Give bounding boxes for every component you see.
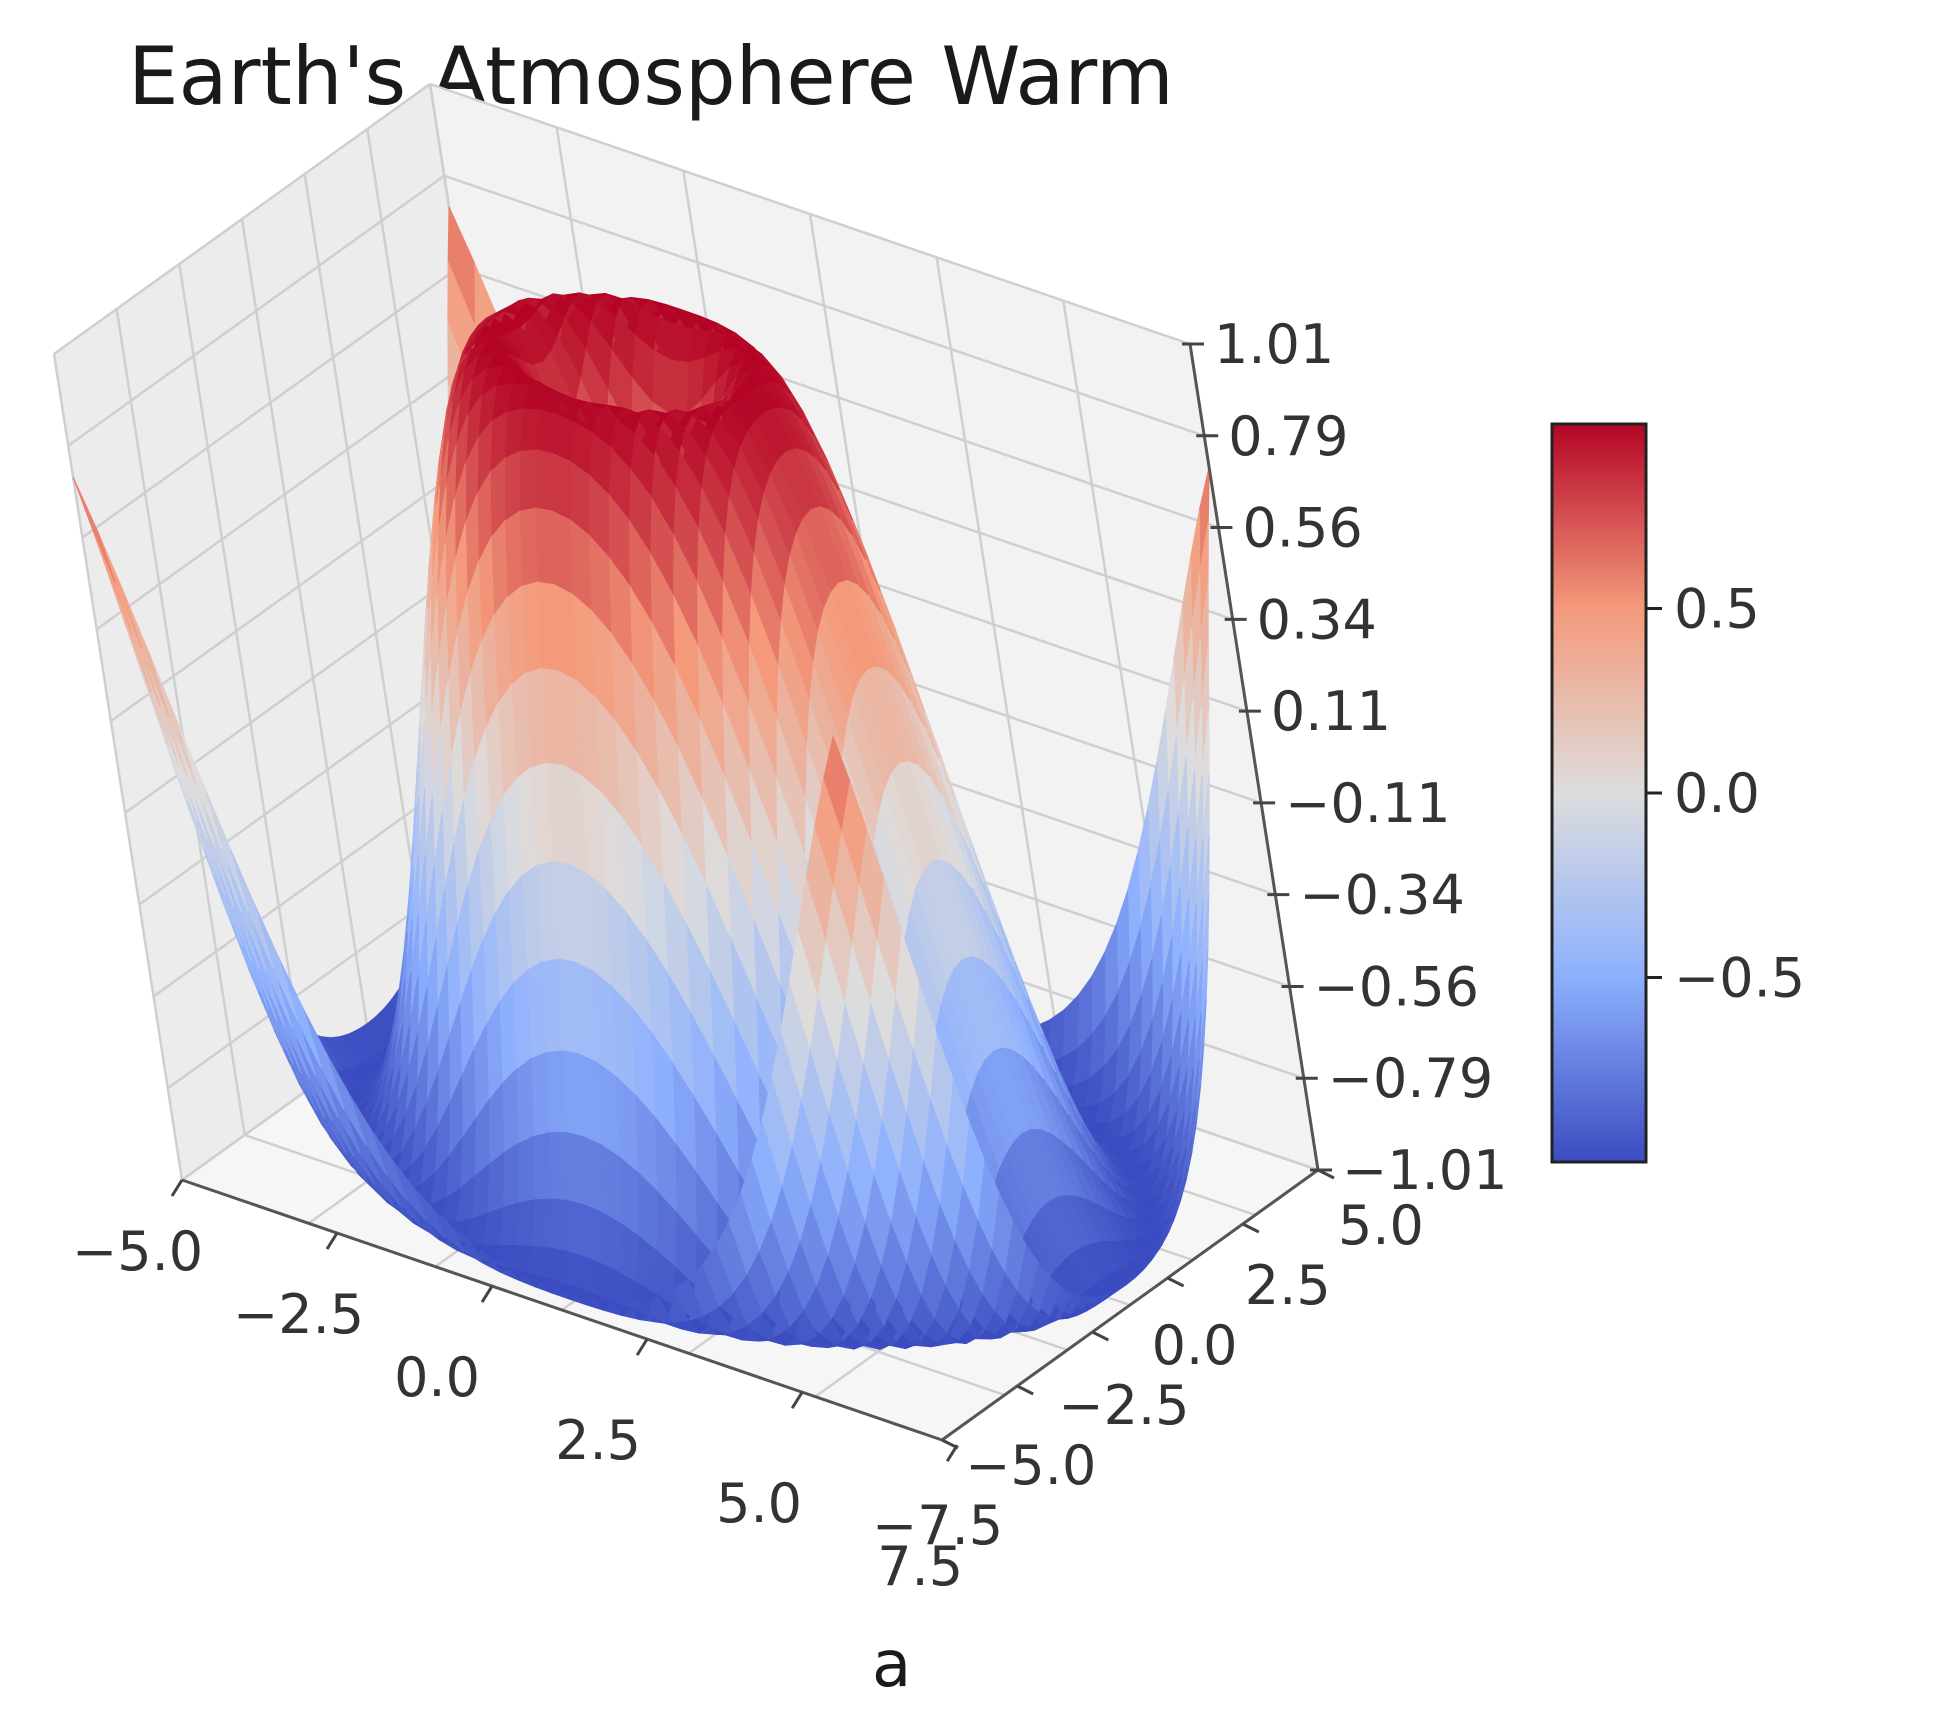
axes-lines <box>181 343 1320 1442</box>
colorbar-tick-label: 0.5 <box>1674 578 1760 641</box>
y-tick-mark <box>1091 1330 1110 1342</box>
y-tick-mark <box>1242 1222 1260 1234</box>
surface-facet <box>551 452 572 521</box>
grid-line <box>443 174 1205 437</box>
surface-facet <box>501 1068 519 1155</box>
surface-facet <box>501 1142 519 1209</box>
z-tick-label: 0.56 <box>1242 497 1362 560</box>
colorbar-tick-label: −0.5 <box>1674 947 1805 1010</box>
colorbar-gradient <box>1550 422 1648 1164</box>
surface-mesh <box>72 206 1210 1350</box>
surface-facet <box>518 449 537 513</box>
surface-facet <box>532 1132 551 1201</box>
y-tick-label: −5.0 <box>965 1434 1096 1497</box>
z-tick-label: −0.56 <box>1314 955 1479 1018</box>
y-tick-mark <box>1166 1276 1185 1288</box>
y-tick-label: 0.0 <box>1152 1314 1238 1377</box>
z-axis-line <box>1188 343 1320 1171</box>
x-tick-mark <box>790 1391 804 1409</box>
grid-line <box>429 82 1191 346</box>
figure-caption: a <box>872 1628 912 1702</box>
x-tick-mark <box>635 1338 649 1356</box>
grid-line <box>53 82 431 356</box>
y-tick-label: 5.0 <box>1338 1194 1424 1257</box>
grid-line <box>115 308 246 1136</box>
surface-facet <box>581 1135 602 1214</box>
x-tick-mark <box>325 1232 339 1250</box>
x-tick-label: 2.5 <box>555 1409 641 1472</box>
x-axis-line <box>181 1178 943 1442</box>
surface-facet <box>564 1199 585 1257</box>
colorbar-tick-label: 0.0 <box>1674 762 1760 825</box>
surface-facet <box>581 1204 602 1264</box>
z-tick-label: −0.34 <box>1299 864 1464 927</box>
x-tick-mark <box>170 1179 184 1197</box>
z-tick-label: 0.34 <box>1257 588 1377 651</box>
surface-facet <box>515 1057 535 1145</box>
z-tick-label: −1.01 <box>1342 1139 1507 1202</box>
y-axis-ticks: 5.02.50.0−2.5−5.0−7.5 <box>872 1168 1424 1557</box>
grid-line <box>935 257 1066 1084</box>
surface-facet <box>599 1143 620 1224</box>
z-tick-label: −0.79 <box>1328 1047 1493 1110</box>
grid-line <box>52 353 184 1181</box>
surface-facet <box>669 359 689 416</box>
surface-facet <box>504 510 523 600</box>
surface-facet <box>534 449 554 512</box>
y-tick-label: −2.5 <box>1058 1374 1189 1437</box>
z-tick-label: 0.79 <box>1228 405 1348 468</box>
surface-facet <box>548 1132 568 1202</box>
z-tick-label: 1.01 <box>1214 313 1334 376</box>
grid-line <box>67 174 445 447</box>
surface-facet <box>530 1198 551 1249</box>
x-tick-label: 7.5 <box>877 1535 963 1598</box>
z-tick-label: −0.11 <box>1285 772 1450 835</box>
x-tick-mark <box>480 1285 494 1303</box>
grid-line <box>95 358 474 631</box>
surface-facet <box>598 1211 620 1273</box>
colorbar <box>1550 422 1648 1164</box>
y-tick-label: −7.5 <box>872 1494 1003 1557</box>
surface-facet <box>547 1198 568 1252</box>
x-tick-label: 0.0 <box>394 1346 480 1409</box>
surface-facet <box>551 510 573 596</box>
x-tick-label: 5.0 <box>716 1472 802 1535</box>
x-tick-label: −2.5 <box>233 1283 364 1346</box>
x-tick-label: −5.0 <box>72 1220 203 1283</box>
grid-line <box>110 450 488 723</box>
surface-facet <box>565 1131 585 1206</box>
grid-line <box>81 266 460 539</box>
z-axis-ticks: 1.01 0.79 0.56 0.34 0.11 −0.11 −0.34 −0.56 −0.79… <box>1182 313 1507 1202</box>
grid-line <box>178 263 309 1091</box>
surface-facet <box>517 1135 535 1205</box>
chart-title: Earth's Atmosphere Warm <box>128 30 1174 123</box>
y-tick-mark <box>941 1438 959 1450</box>
y-axis-line <box>941 1168 1319 1442</box>
surface-facet <box>72 476 116 584</box>
z-tick-label: 0.11 <box>1271 680 1391 743</box>
surface-facet <box>503 450 521 523</box>
y-tick-label: 2.5 <box>1245 1254 1331 1317</box>
grid-line <box>240 218 372 1046</box>
surface-facet <box>518 507 538 588</box>
x-axis-ticks: −5.0 −2.5 0.0 2.5 5.0 7.5 <box>72 1179 963 1598</box>
y-tick-mark <box>1016 1384 1034 1396</box>
surface-facet <box>534 507 555 586</box>
colorbar-ticks: 0.5 0.0 −0.5 <box>1646 578 1805 1010</box>
